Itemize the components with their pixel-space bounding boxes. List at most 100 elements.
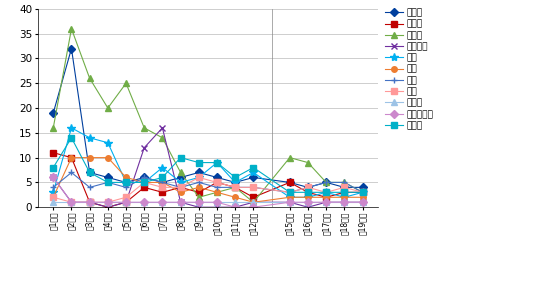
アレルギー: [341, 200, 348, 204]
泌尿器: [123, 200, 129, 204]
アレルギー: [305, 200, 311, 204]
代謝: [50, 195, 57, 199]
消化器: [123, 200, 129, 204]
精神: [50, 195, 57, 199]
整形: [287, 191, 293, 194]
中枢神経: [359, 200, 366, 204]
泌尿器: [287, 200, 293, 204]
呼吸器: [323, 181, 329, 184]
代謝: [159, 181, 166, 184]
泌尿器: [250, 200, 256, 204]
整形: [141, 176, 147, 179]
中枢神経: [86, 200, 93, 204]
精神: [232, 186, 239, 189]
その他: [232, 176, 239, 179]
その他: [123, 181, 129, 184]
精神: [214, 181, 220, 184]
中枢神経: [214, 205, 220, 209]
代謝: [214, 191, 220, 194]
呼吸器: [141, 126, 147, 130]
アレルギー: [359, 200, 366, 204]
中枢神経: [250, 200, 256, 204]
外傷: [287, 195, 293, 199]
その他: [341, 191, 348, 194]
中枢神経: [195, 205, 202, 209]
外傷: [177, 181, 184, 184]
呼吸器: [287, 156, 293, 159]
その他: [359, 191, 366, 194]
泌尿器: [341, 200, 348, 204]
消化器: [159, 191, 166, 194]
精神: [341, 186, 348, 189]
中枢神経: [232, 205, 239, 209]
Line: その他: その他: [50, 135, 366, 195]
外傷: [68, 126, 75, 130]
循環器: [50, 111, 57, 115]
外傷: [323, 191, 329, 194]
泌尿器: [359, 200, 366, 204]
消化器: [177, 186, 184, 189]
代謝: [287, 195, 293, 199]
外傷: [305, 195, 311, 199]
代謝: [141, 181, 147, 184]
中枢神経: [141, 146, 147, 149]
整形: [195, 181, 202, 184]
外傷: [105, 141, 111, 144]
循環器: [86, 171, 93, 174]
整形: [323, 181, 329, 184]
消化器: [323, 195, 329, 199]
循環器: [250, 176, 256, 179]
中枢神経: [287, 200, 293, 204]
中枢神経: [123, 200, 129, 204]
外傷: [359, 191, 366, 194]
整形: [232, 186, 239, 189]
消化器: [214, 181, 220, 184]
その他: [177, 156, 184, 159]
泌尿器: [86, 200, 93, 204]
外傷: [50, 191, 57, 194]
精神: [159, 186, 166, 189]
泌尿器: [159, 200, 166, 204]
精神: [305, 186, 311, 189]
消化器: [50, 151, 57, 155]
整形: [214, 186, 220, 189]
循環器: [105, 176, 111, 179]
呼吸器: [341, 181, 348, 184]
泌尿器: [50, 200, 57, 204]
呼吸器: [177, 171, 184, 174]
整形: [105, 181, 111, 184]
呼吸器: [232, 186, 239, 189]
アレルギー: [232, 205, 239, 209]
整形: [341, 181, 348, 184]
循環器: [323, 181, 329, 184]
Line: 泌尿器: 泌尿器: [50, 200, 366, 205]
泌尿器: [232, 200, 239, 204]
中枢神経: [159, 126, 166, 130]
その他: [323, 191, 329, 194]
その他: [86, 171, 93, 174]
アレルギー: [141, 200, 147, 204]
精神: [123, 195, 129, 199]
外傷: [341, 195, 348, 199]
消化器: [68, 156, 75, 159]
アレルギー: [214, 200, 220, 204]
呼吸器: [359, 191, 366, 194]
循環器: [359, 186, 366, 189]
外傷: [214, 161, 220, 164]
その他: [214, 161, 220, 164]
外傷: [159, 166, 166, 169]
呼吸器: [68, 27, 75, 30]
外傷: [141, 181, 147, 184]
中枢神経: [177, 200, 184, 204]
Line: アレルギー: アレルギー: [50, 175, 366, 210]
呼吸器: [159, 136, 166, 139]
消化器: [105, 205, 111, 209]
整形: [250, 186, 256, 189]
Line: 外傷: 外傷: [49, 124, 367, 202]
精神: [195, 176, 202, 179]
循環器: [177, 176, 184, 179]
中枢神経: [50, 176, 57, 179]
代謝: [195, 186, 202, 189]
その他: [68, 136, 75, 139]
その他: [195, 161, 202, 164]
